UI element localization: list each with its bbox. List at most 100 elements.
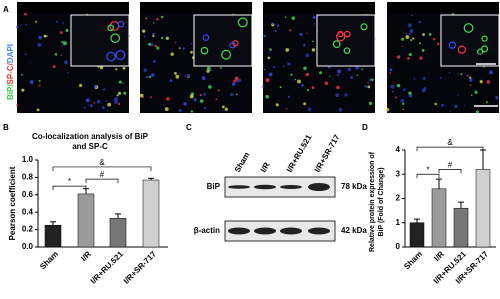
inset-cell	[343, 30, 351, 38]
cell-signal	[52, 65, 56, 69]
cell-signal	[93, 102, 96, 104]
cell-signal	[175, 74, 180, 79]
cell-signal	[299, 32, 303, 36]
size-label: 78 kDa	[341, 182, 367, 191]
cell-signal	[25, 23, 27, 26]
inset	[316, 14, 376, 67]
cell-signal	[233, 79, 237, 83]
bar	[453, 207, 469, 248]
cell-signal	[206, 69, 210, 73]
cell-signal	[275, 103, 279, 107]
cell-signal	[62, 44, 64, 46]
inset-cell	[481, 35, 488, 42]
cell-signal	[469, 84, 472, 86]
cell-signal	[284, 16, 287, 19]
cell-signal	[90, 104, 93, 107]
cell-signal	[160, 15, 164, 19]
cell-signal	[391, 90, 394, 93]
cell-signal	[419, 56, 423, 60]
sig-bracket	[52, 166, 152, 171]
cell-signal	[169, 79, 173, 83]
cell-signal	[400, 98, 405, 103]
cell-signal	[151, 73, 155, 77]
cell-signal	[305, 53, 310, 58]
inset-cell	[107, 24, 115, 32]
cell-signal	[337, 69, 342, 74]
image-label: I/R	[191, 3, 201, 12]
cell-signal	[287, 62, 291, 66]
inset-cell	[115, 50, 126, 61]
inset-cell	[110, 33, 121, 43]
cell-signal	[311, 48, 316, 52]
cell-signal	[274, 30, 277, 32]
cell-signal	[183, 102, 187, 106]
cell-signal	[150, 96, 153, 99]
sig-bracket	[416, 146, 484, 152]
inset-cell	[457, 45, 466, 54]
cell-signal	[154, 44, 158, 48]
cell-signal	[190, 110, 194, 113]
bar	[431, 188, 447, 248]
panel-label: D	[362, 123, 368, 132]
cell-signal	[287, 95, 291, 98]
cell-signal	[79, 83, 83, 87]
cell-signal	[118, 91, 122, 95]
cell-signal	[469, 76, 472, 79]
lane-label: Sham	[233, 151, 252, 174]
cell-signal	[306, 32, 308, 34]
cell-signal	[21, 88, 25, 92]
inset-cell	[477, 48, 484, 55]
image-header	[140, 2, 252, 13]
cell-signal	[156, 17, 159, 21]
cell-signal	[178, 108, 182, 112]
cell-signal	[412, 37, 415, 40]
x-tick-label: I/R	[79, 249, 93, 263]
cell-signal	[83, 106, 86, 109]
cell-signal	[385, 107, 390, 112]
cell-signal	[290, 73, 293, 76]
cell-signal	[238, 78, 242, 82]
cell-signal	[336, 85, 340, 90]
y-tick-label: 0	[396, 242, 401, 251]
y-tick-label: 2	[396, 194, 401, 203]
cell-signal	[408, 91, 412, 95]
cell-signal	[231, 82, 236, 86]
cell-signal	[335, 93, 340, 98]
cell-signal	[105, 100, 107, 102]
cell-signal	[164, 107, 169, 112]
panel-label: C	[186, 123, 192, 132]
cell-signal	[418, 20, 421, 23]
cell-signal	[215, 98, 218, 101]
cell-signal	[142, 29, 146, 33]
cell-signal	[268, 52, 270, 54]
cell-signal	[272, 65, 276, 69]
cell-signal	[118, 102, 121, 106]
cell-signal	[220, 67, 222, 70]
cell-signal	[409, 28, 414, 33]
cell-signal	[145, 17, 147, 20]
cell-signal	[448, 72, 451, 74]
x-tick-label: Sham	[402, 250, 424, 272]
band-label: BiP	[207, 182, 221, 191]
cell-signal	[329, 75, 331, 78]
band	[308, 227, 330, 235]
cell-signal	[24, 12, 27, 16]
cell-signal	[356, 74, 359, 77]
cell-signal	[116, 94, 119, 97]
cell-signal	[265, 94, 269, 99]
cell-signal	[271, 22, 274, 25]
sig-label: *	[426, 165, 429, 174]
cell-signal	[285, 48, 290, 52]
cell-signal	[469, 78, 473, 82]
stain-part: DAPI	[6, 44, 15, 63]
sig-label: *	[68, 177, 71, 186]
cell-signal	[156, 46, 160, 50]
cell-signal	[265, 78, 270, 83]
cell-signal	[437, 42, 440, 46]
cell-signal	[190, 50, 193, 54]
stain-part: BiP/	[6, 84, 15, 100]
y-axis-label: Relative protein expression of BiP (Fold…	[369, 152, 385, 252]
cell-signal	[102, 88, 106, 91]
cell-signal	[21, 73, 23, 76]
